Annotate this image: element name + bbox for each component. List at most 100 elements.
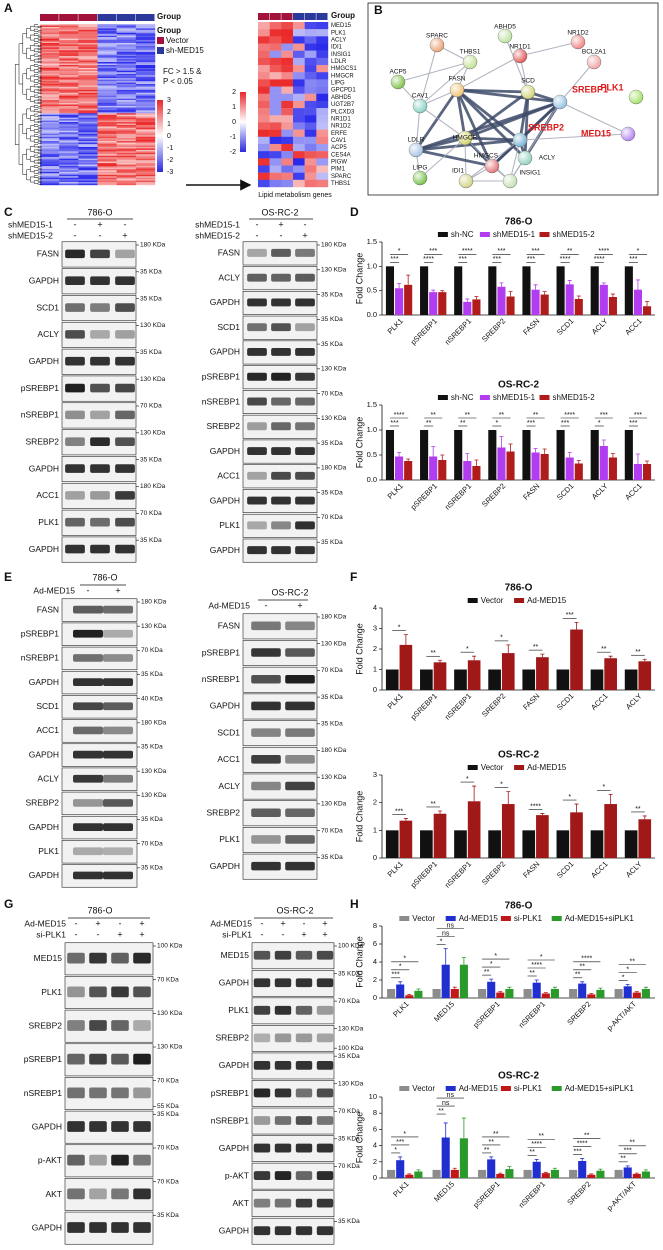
heatmap-cell	[304, 79, 317, 87]
heatmap-cell	[304, 172, 317, 181]
heatmap-cell	[293, 72, 305, 80]
heatmap-cell	[40, 133, 60, 136]
heatmap-cell	[135, 151, 156, 153]
heatmap-cell	[97, 57, 117, 60]
y-tick-label: 0	[373, 685, 377, 694]
bar	[541, 1173, 550, 1178]
dendrogram	[37, 99, 42, 102]
heatmap-cell	[281, 93, 294, 102]
blot-label: FASN	[37, 604, 59, 614]
sig-label: ***	[527, 256, 535, 263]
heatmap-cell	[135, 179, 156, 181]
blot-band	[271, 471, 291, 480]
blot-band	[274, 1116, 292, 1125]
sig-label: ****	[531, 962, 542, 969]
gene-label: CES4A	[331, 152, 351, 158]
heatmap-cell	[281, 179, 294, 188]
heatmap-cell	[40, 103, 60, 105]
blot-band	[251, 621, 281, 631]
heatmap-cell	[59, 62, 79, 64]
legend-label: Vector	[412, 914, 435, 923]
heatmap-cell	[59, 108, 79, 111]
dendrogram	[33, 113, 38, 117]
marker-label: 35 KDa	[321, 316, 343, 323]
dendrogram	[33, 48, 38, 53]
bar	[624, 266, 633, 315]
heatmap-cell	[40, 88, 60, 91]
group-bar	[97, 14, 117, 21]
heatmap-cell	[59, 78, 79, 80]
error-bar	[542, 448, 547, 454]
heatmap-cell	[59, 43, 79, 45]
heatmap-cell	[97, 25, 117, 28]
legend-swatch	[500, 1086, 511, 1091]
legend-label: si-PLK1	[514, 1084, 543, 1093]
heatmap-cell	[316, 22, 329, 30]
y-axis-label: Fold Change	[354, 1112, 364, 1164]
bar	[632, 1173, 641, 1178]
sig-label: **	[484, 969, 490, 976]
blot-band	[247, 422, 267, 431]
x-tick-label: PLK1	[391, 999, 410, 1018]
bar	[385, 669, 399, 690]
heatmap-cell	[135, 97, 156, 99]
error-bar	[542, 291, 547, 295]
error-bar	[533, 284, 538, 290]
dendrogram	[33, 134, 38, 137]
heatmap-cell	[59, 48, 79, 51]
bar	[570, 812, 583, 858]
dendrogram	[33, 129, 38, 133]
heatmap-cell	[59, 67, 79, 70]
heatmap-cell	[116, 136, 137, 139]
heatmap-cell	[135, 45, 156, 48]
legend-label: Vector	[481, 763, 504, 772]
blot-label: GAPDH	[29, 463, 59, 473]
bar	[463, 461, 472, 480]
heatmap-cell	[116, 29, 137, 32]
bar	[633, 289, 642, 315]
heatmap-cell	[97, 26, 117, 29]
blot-band	[133, 1087, 151, 1099]
heatmap-cell	[59, 97, 79, 99]
heatmap-cell	[135, 34, 156, 36]
heatmap-cell	[316, 143, 329, 152]
heatmap-cell	[116, 111, 137, 114]
heatmap-cell	[97, 105, 117, 108]
sig-label: ***	[566, 612, 574, 619]
sig-label: ***	[561, 420, 569, 427]
heatmap-cell	[135, 111, 156, 114]
x-tick-label: nSREBP1	[517, 1179, 547, 1209]
heatmap-cell	[40, 48, 60, 51]
heatmap-cell	[293, 143, 305, 152]
treatment-sign: -	[75, 929, 78, 939]
error-bar	[580, 981, 585, 984]
blot-band	[316, 1226, 334, 1236]
heatmap-cell	[97, 41, 117, 44]
sig-label: *	[466, 776, 469, 783]
heatmap-cell	[59, 82, 79, 85]
heatmap-cell	[316, 165, 329, 173]
bar	[550, 989, 559, 998]
error-bar	[634, 1172, 639, 1174]
network-edge	[559, 61, 595, 103]
bar	[450, 989, 459, 998]
y-tick-label: 0	[373, 993, 377, 1002]
error-bar	[431, 289, 436, 293]
heatmap-cell	[78, 67, 98, 70]
heatmap-cell	[135, 126, 156, 129]
heatmap-cell	[59, 89, 79, 92]
heatmap-cell	[116, 180, 137, 183]
legend-label: Ad-MED15	[459, 914, 499, 923]
heatmap-cell	[116, 85, 137, 88]
blot-band	[65, 249, 85, 259]
heatmap-cell	[304, 108, 317, 116]
heatmap-cell	[40, 113, 60, 115]
marker-label: 35 KDa	[140, 295, 162, 302]
blot-band	[90, 517, 110, 527]
error-bar	[635, 279, 640, 290]
treatment-sign: +	[301, 929, 306, 939]
heatmap-cell	[59, 161, 79, 164]
bar	[638, 819, 652, 858]
heatmap-cell	[116, 50, 137, 53]
blot-label: AKT	[45, 1189, 62, 1199]
